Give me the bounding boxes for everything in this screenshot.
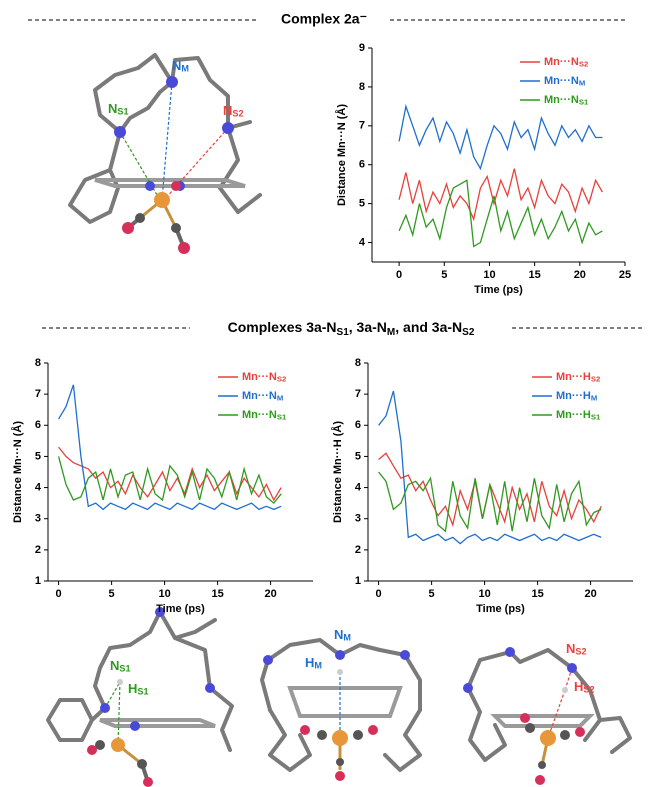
header-part: S1	[337, 327, 350, 338]
y-tick-label: 4	[355, 481, 362, 493]
y-axis-label: Distance Mn···N (Å)	[335, 104, 348, 206]
header-title: Complex 2a⁻	[281, 11, 367, 27]
x-tick-label: 5	[109, 588, 115, 600]
y-tick-label: 5	[355, 450, 361, 462]
x-tick-label: 0	[56, 588, 62, 600]
x-tick-label: 15	[529, 269, 541, 281]
molecule-2a: NM NS1 NS2	[70, 55, 260, 254]
y-tick-label: 8	[35, 357, 41, 369]
legend-label: Mn···NM	[242, 390, 283, 402]
legend-label: Mn···NS1	[544, 94, 589, 106]
atom-label: NM	[334, 627, 351, 643]
y-tick-label: 2	[355, 544, 361, 556]
legend-label: Mn···HS1	[556, 409, 601, 421]
y-axis-label: Distance Mn···H (Å)	[331, 421, 344, 523]
y-tick-label: 5	[359, 198, 365, 210]
header-title: Complexes 3a-NS1, 3a-NM, and 3a-NS2	[228, 319, 475, 338]
y-tick-label: 1	[35, 575, 41, 587]
x-tick-label: 15	[531, 588, 543, 600]
header-part: , and 3a-N	[395, 319, 462, 335]
x-tick-label: 25	[619, 269, 631, 281]
x-axis-label: Time (ps)	[474, 284, 523, 296]
data-line	[59, 456, 282, 503]
x-tick-label: 0	[376, 588, 382, 600]
x-tick-label: 20	[584, 588, 596, 600]
legend-label: Mn···NS2	[544, 56, 588, 68]
y-tick-label: 6	[359, 159, 365, 171]
y-tick-label: 8	[359, 81, 365, 93]
legend-label: Mn···NM	[544, 75, 585, 87]
molecule-3a-ns2: NS2 HS2	[463, 641, 630, 785]
data-line	[59, 447, 282, 500]
y-tick-label: 9	[359, 42, 365, 54]
y-tick-label: 3	[355, 513, 361, 525]
x-tick-label: 5	[441, 269, 447, 281]
legend-label: Mn···NS1	[242, 409, 287, 421]
molecule-3a-ns1: NS1 HS1	[48, 607, 232, 787]
x-tick-label: 20	[574, 269, 586, 281]
y-tick-label: 4	[359, 236, 366, 248]
y-tick-label: 2	[35, 544, 41, 556]
legend-label: Mn···HM	[556, 390, 597, 402]
x-tick-label: 10	[158, 588, 170, 600]
header-part: S2	[462, 327, 475, 338]
header-part: Complexes 3a-N	[228, 319, 337, 335]
x-tick-label: 5	[429, 588, 435, 600]
x-tick-label: 15	[211, 588, 223, 600]
atom-label: NS1	[110, 658, 131, 674]
legend-label: Mn···NS2	[242, 371, 286, 383]
atom-label: HM	[305, 655, 322, 671]
y-tick-label: 1	[355, 575, 361, 587]
x-tick-label: 10	[483, 269, 495, 281]
header-part: , 3a-N	[349, 319, 387, 335]
y-tick-label: 4	[35, 481, 42, 493]
y-tick-label: 6	[355, 419, 361, 431]
atom-label: NS2	[223, 103, 244, 119]
atom-label: HS1	[128, 681, 149, 697]
x-tick-label: 10	[478, 588, 490, 600]
y-axis-label: Distance Mn···N (Å)	[11, 421, 24, 523]
x-tick-label: 20	[264, 588, 276, 600]
molecule-3a-nm: NM HM	[262, 627, 420, 781]
legend-label: Mn···HS2	[556, 371, 600, 383]
x-axis-label: Time (ps)	[476, 603, 525, 615]
atom-label: NS2	[566, 641, 587, 657]
y-tick-label: 6	[35, 419, 41, 431]
y-tick-label: 3	[35, 513, 41, 525]
figure: Complex 2a⁻ Complexes 3a-NS1, 3a-NM, and…	[0, 0, 649, 787]
data-line	[379, 472, 602, 531]
data-line	[379, 453, 602, 525]
y-tick-label: 7	[359, 120, 365, 132]
atom-label: NS1	[108, 101, 129, 117]
y-tick-label: 7	[35, 388, 41, 400]
data-line	[399, 106, 602, 168]
y-tick-label: 7	[355, 388, 361, 400]
x-tick-label: 0	[396, 269, 402, 281]
y-tick-label: 5	[35, 450, 41, 462]
y-tick-label: 8	[355, 357, 361, 369]
data-line	[399, 180, 602, 246]
header-part: M	[387, 327, 395, 338]
data-line	[399, 169, 602, 220]
x-axis-label: Time (ps)	[156, 603, 205, 615]
